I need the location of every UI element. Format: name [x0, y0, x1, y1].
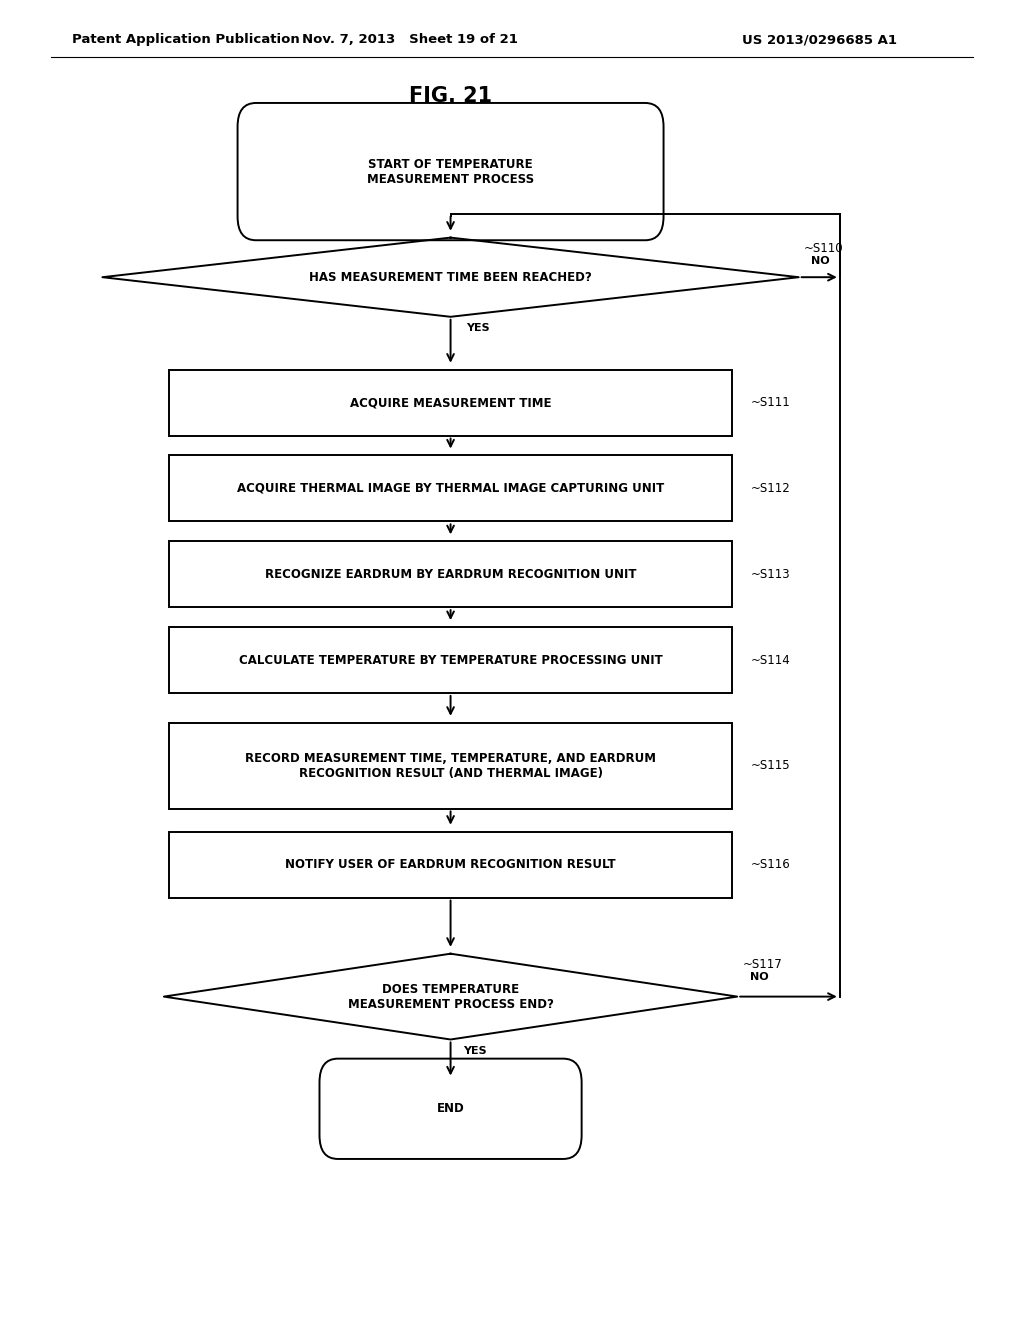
- FancyBboxPatch shape: [238, 103, 664, 240]
- Text: NO: NO: [811, 256, 829, 267]
- Text: DOES TEMPERATURE
MEASUREMENT PROCESS END?: DOES TEMPERATURE MEASUREMENT PROCESS END…: [347, 982, 554, 1011]
- Text: YES: YES: [463, 1045, 486, 1056]
- Text: Nov. 7, 2013   Sheet 19 of 21: Nov. 7, 2013 Sheet 19 of 21: [302, 33, 517, 46]
- Text: NO: NO: [750, 972, 768, 982]
- Text: ~S111: ~S111: [751, 396, 791, 409]
- Text: ~S110: ~S110: [804, 242, 844, 255]
- Text: YES: YES: [466, 323, 489, 334]
- Text: ~S112: ~S112: [751, 482, 791, 495]
- Text: END: END: [436, 1102, 465, 1115]
- Bar: [169, 541, 732, 607]
- Bar: [169, 455, 732, 521]
- Text: ACQUIRE THERMAL IMAGE BY THERMAL IMAGE CAPTURING UNIT: ACQUIRE THERMAL IMAGE BY THERMAL IMAGE C…: [237, 482, 665, 495]
- Text: START OF TEMPERATURE
MEASUREMENT PROCESS: START OF TEMPERATURE MEASUREMENT PROCESS: [367, 157, 535, 186]
- Text: RECORD MEASUREMENT TIME, TEMPERATURE, AND EARDRUM
RECOGNITION RESULT (AND THERMA: RECORD MEASUREMENT TIME, TEMPERATURE, AN…: [245, 751, 656, 780]
- Text: RECOGNIZE EARDRUM BY EARDRUM RECOGNITION UNIT: RECOGNIZE EARDRUM BY EARDRUM RECOGNITION…: [265, 568, 636, 581]
- Bar: [169, 832, 732, 898]
- Bar: [169, 723, 732, 808]
- Text: CALCULATE TEMPERATURE BY TEMPERATURE PROCESSING UNIT: CALCULATE TEMPERATURE BY TEMPERATURE PRO…: [239, 653, 663, 667]
- Text: ACQUIRE MEASUREMENT TIME: ACQUIRE MEASUREMENT TIME: [350, 396, 551, 409]
- Text: ~S116: ~S116: [751, 858, 791, 871]
- Text: FIG. 21: FIG. 21: [409, 86, 493, 107]
- Text: US 2013/0296685 A1: US 2013/0296685 A1: [741, 33, 897, 46]
- FancyBboxPatch shape: [319, 1059, 582, 1159]
- Polygon shape: [164, 953, 737, 1040]
- Text: NOTIFY USER OF EARDRUM RECOGNITION RESULT: NOTIFY USER OF EARDRUM RECOGNITION RESUL…: [286, 858, 615, 871]
- Bar: [169, 370, 732, 436]
- Text: ~S115: ~S115: [751, 759, 791, 772]
- Text: ~S114: ~S114: [751, 653, 791, 667]
- Text: HAS MEASUREMENT TIME BEEN REACHED?: HAS MEASUREMENT TIME BEEN REACHED?: [309, 271, 592, 284]
- Bar: [169, 627, 732, 693]
- Text: ~S113: ~S113: [751, 568, 791, 581]
- Text: ~S117: ~S117: [742, 958, 782, 970]
- Text: Patent Application Publication: Patent Application Publication: [72, 33, 299, 46]
- Polygon shape: [102, 238, 799, 317]
